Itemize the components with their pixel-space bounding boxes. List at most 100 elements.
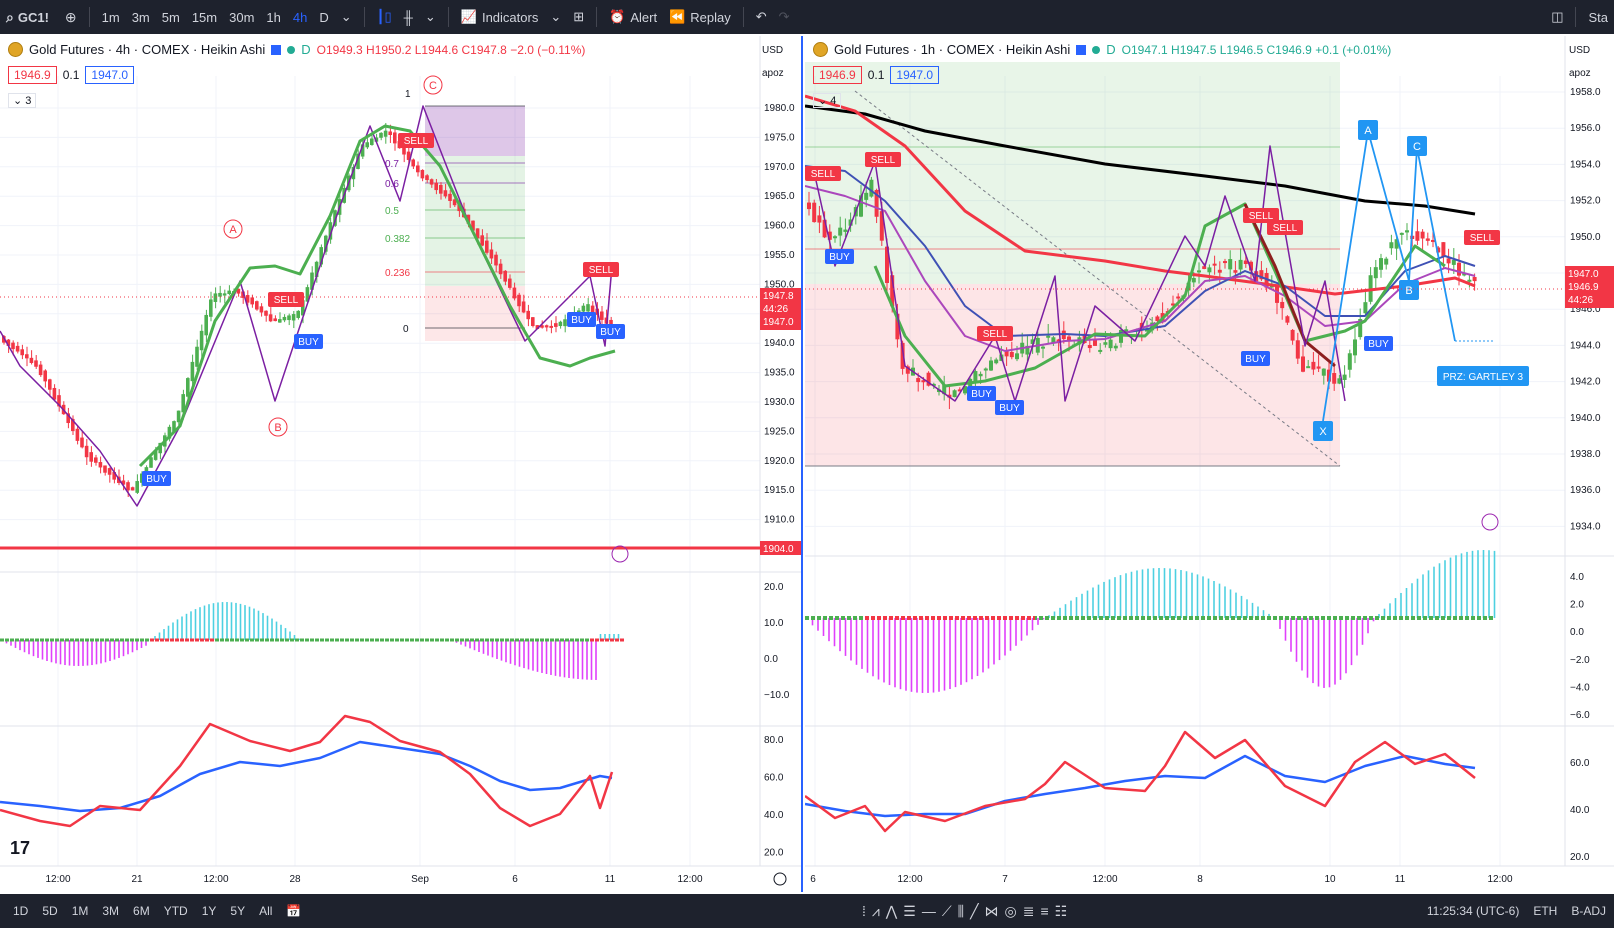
candle-body [554, 323, 558, 327]
range-3m[interactable]: 3M [102, 904, 120, 918]
indicators-button[interactable]: 📈 Indicators [455, 4, 545, 30]
indicators-label: Indicators [481, 9, 539, 25]
date-range-button[interactable]: 📅 [279, 904, 308, 918]
layouts-button[interactable]: ⊞ [567, 4, 590, 30]
indicators-collapse-button[interactable]: ⌄ 3 [8, 93, 37, 108]
fib-circle-icon[interactable]: ◎ [1004, 902, 1017, 919]
interval-d[interactable]: D [319, 9, 329, 25]
alert-icon [1481, 513, 1499, 531]
signal-label: BUY [600, 327, 621, 338]
layout-toggle-button[interactable]: ◫ [1545, 4, 1569, 30]
indicators-collapse-button[interactable]: ⌄ 4 [813, 93, 842, 108]
candle-body [186, 378, 190, 397]
compare-symbol-button[interactable]: ⊕ [59, 4, 83, 30]
interval-4h[interactable]: 4h [292, 9, 308, 25]
candle-body [1462, 273, 1467, 276]
chart-canvas-1h[interactable]: 1958.01956.01954.01952.01950.01948.01946… [805, 36, 1614, 892]
xabcd-tool-icon[interactable]: ⋈ [984, 902, 999, 919]
start-button[interactable]: Sta [1588, 9, 1608, 25]
signal-line [0, 740, 613, 813]
chart-type-dropdown[interactable]: ⌄ [419, 4, 442, 30]
pattern-tool-icon[interactable]: ⩘ [871, 902, 880, 919]
ruler-icon[interactable]: ⟋ [941, 902, 952, 919]
fib-channel-icon[interactable]: ≣ [1022, 902, 1035, 919]
horizontal-line-icon[interactable]: — [921, 903, 936, 919]
bar-type-button[interactable]: ╫ [398, 4, 419, 30]
adjust-toggle[interactable]: B-ADJ [1571, 904, 1606, 918]
pattern-point: C [1413, 141, 1421, 153]
range-6m[interactable]: 6M [133, 904, 150, 918]
candle-body [1150, 322, 1155, 331]
chart-pane-1h[interactable]: 1958.01956.01954.01952.01950.01948.01946… [805, 36, 1614, 892]
time-tick: 8 [1197, 874, 1203, 885]
chart-canvas-4h[interactable]: 1980.0 1975.0 1970.0 1965.0 1960.0 1955.0 1950… [0, 36, 801, 892]
alert-button[interactable]: ⏰ Alert [603, 4, 663, 30]
rewind-icon: ⏪ [669, 9, 686, 24]
signal-label: SELL [1249, 211, 1274, 222]
signal-label-bg [1364, 336, 1393, 351]
fib-tool-icon[interactable]: ☰ [903, 902, 916, 919]
indicators-dropdown[interactable]: ⌄ [544, 4, 567, 30]
candle-body [1067, 336, 1071, 341]
sell-price[interactable]: 1946.9 [813, 66, 862, 84]
candle-body [822, 219, 827, 238]
candle-body [130, 487, 135, 491]
replay-button[interactable]: ⏪ Replay [663, 4, 737, 30]
interval-1m[interactable]: 1m [101, 9, 120, 25]
interval-3m[interactable]: 3m [131, 9, 150, 25]
fib-retrace-icon[interactable]: ☷ [1054, 902, 1068, 919]
candle-body [1363, 302, 1368, 314]
price-tick: 1956.0 [1570, 123, 1601, 134]
range-5d[interactable]: 5D [42, 904, 58, 918]
currency-label[interactable]: USD [1569, 45, 1591, 56]
session-toggle[interactable]: ETH [1533, 904, 1558, 918]
time-tick: 7 [1002, 874, 1008, 885]
interval-5m[interactable]: 5m [161, 9, 180, 25]
sell-price[interactable]: 1946.9 [8, 66, 57, 84]
candle-body [1176, 296, 1181, 299]
interval-30m[interactable]: 30m [229, 9, 255, 25]
currency-label[interactable]: USD [762, 45, 784, 56]
range-1m[interactable]: 1M [71, 904, 89, 918]
interval-dropdown[interactable]: ⌄ [335, 4, 358, 30]
interval-15m[interactable]: 15m [191, 9, 218, 25]
abcd-tool-icon[interactable]: ⋀ [885, 902, 898, 919]
symbol-search[interactable]: ⌕ GC1! [0, 9, 59, 26]
scale-mode-label[interactable]: apoz [762, 68, 784, 79]
trendline-icon[interactable]: ╱ [970, 902, 979, 919]
candle-body [1233, 270, 1238, 273]
interval-1h[interactable]: 1h [266, 9, 281, 25]
range-all[interactable]: All [259, 904, 273, 918]
chart-pane-4h[interactable]: 1980.0 1975.0 1970.0 1965.0 1960.0 1955.0 1950… [0, 36, 803, 892]
undo-button[interactable]: ↶ [750, 4, 773, 30]
gann-fan-icon[interactable]: ≡ [1040, 903, 1049, 919]
pattern-point-bg [1358, 120, 1378, 140]
scale-mode-label[interactable]: apoz [1569, 68, 1591, 79]
redo-button[interactable]: ↷ [773, 4, 796, 30]
macd-tick: −6.0 [1570, 710, 1590, 721]
drag-handle-icon[interactable]: ⁞ [862, 903, 866, 919]
candle-body [420, 169, 425, 179]
candle-body [360, 144, 365, 157]
range-1y[interactable]: 1Y [201, 904, 217, 918]
candle-body [833, 236, 837, 239]
candle-body [1228, 259, 1233, 270]
candle-body [158, 442, 162, 454]
signal-label-bg [1464, 230, 1500, 245]
buy-price[interactable]: 1947.0 [890, 66, 940, 84]
range-5y[interactable]: 5Y [230, 904, 246, 918]
candle-body [1379, 258, 1383, 270]
range-1d[interactable]: 1D [13, 904, 29, 918]
vertical-lines-icon[interactable]: ⫼ [957, 902, 965, 919]
buy-price[interactable]: 1947.0 [85, 66, 135, 84]
clock[interactable]: 11:25:34 (UTC-6) [1426, 904, 1520, 918]
high-value: H1947.5 [1171, 42, 1217, 57]
candle-type-button[interactable]: ┃▯ [371, 4, 398, 30]
candle-body [296, 310, 300, 318]
signal-label-bg [294, 334, 323, 349]
candle-body [351, 166, 356, 180]
range-ytd[interactable]: YTD [163, 904, 188, 918]
ema-20 [805, 185, 1476, 352]
candle-body [57, 395, 61, 407]
wave-circle [423, 75, 443, 95]
